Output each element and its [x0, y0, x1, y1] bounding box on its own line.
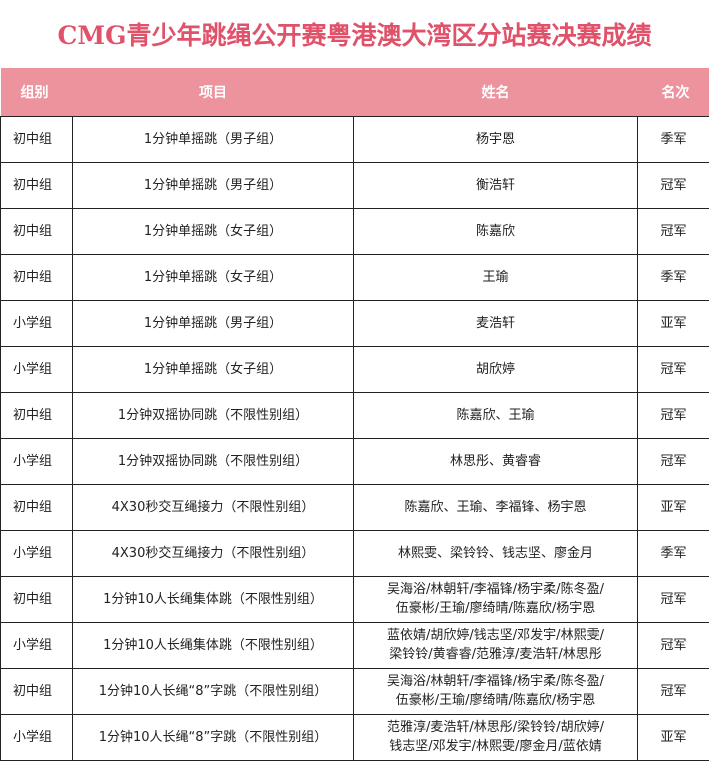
event-cell: 1分钟双摇协同跳（不限性别组） [73, 438, 354, 484]
rank-cell: 季军 [638, 116, 709, 162]
group-cell: 小学组 [1, 438, 73, 484]
event-cell: 1分钟10人长绳“8”字跳（不限性别组） [73, 714, 354, 760]
group-cell: 小学组 [1, 622, 73, 668]
group-cell: 小学组 [1, 714, 73, 760]
name-cell: 麦浩轩 [354, 300, 638, 346]
group-cell: 初中组 [1, 576, 73, 622]
header-group: 组别 [1, 68, 73, 116]
group-cell: 小学组 [1, 346, 73, 392]
name-cell: 王瑜 [354, 254, 638, 300]
event-cell: 1分钟10人长绳“8”字跳（不限性别组） [73, 668, 354, 714]
header-event: 项目 [73, 68, 354, 116]
event-cell: 1分钟单摇跳（男子组） [73, 300, 354, 346]
header-row: 组别 项目 姓名 名次 [1, 68, 709, 116]
page-title: CMG青少年跳绳公开赛粤港澳大湾区分站赛决赛成绩 [0, 0, 709, 68]
name-cell: 陈嘉欣、王瑜、李福锋、杨宇恩 [354, 484, 638, 530]
event-cell: 1分钟单摇跳（男子组） [73, 162, 354, 208]
rank-cell: 季军 [638, 530, 709, 576]
name-cell: 陈嘉欣 [354, 208, 638, 254]
group-cell: 初中组 [1, 116, 73, 162]
group-cell: 小学组 [1, 300, 73, 346]
rank-cell: 冠军 [638, 622, 709, 668]
rank-cell: 季军 [638, 254, 709, 300]
rank-cell: 冠军 [638, 162, 709, 208]
name-cell: 林思彤、黄睿睿 [354, 438, 638, 484]
name-cell: 林熙雯、梁铃铃、钱志坚、廖金月 [354, 530, 638, 576]
rank-cell: 冠军 [638, 346, 709, 392]
name-cell: 吴海浴/林朝轩/李福锋/杨宇柔/陈冬盈/ 伍豪彬/王瑜/廖绮晴/陈嘉欣/杨宇恩 [354, 668, 638, 714]
event-cell: 1分钟单摇跳（女子组） [73, 346, 354, 392]
rank-cell: 亚军 [638, 714, 709, 760]
rank-cell: 冠军 [638, 438, 709, 484]
group-cell: 初中组 [1, 668, 73, 714]
name-cell: 蓝依婧/胡欣婷/钱志坚/邓发宇/林熙雯/ 梁铃铃/黄睿睿/范雅淳/麦浩轩/林思彤 [354, 622, 638, 668]
name-cell: 范雅淳/麦浩轩/林思彤/梁铃铃/胡欣婷/ 钱志坚/邓发宇/林熙雯/廖金月/蓝依婧 [354, 714, 638, 760]
name-cell: 陈嘉欣、王瑜 [354, 392, 638, 438]
rank-cell: 亚军 [638, 300, 709, 346]
group-cell: 初中组 [1, 484, 73, 530]
header-name: 姓名 [354, 68, 638, 116]
event-cell: 4X30秒交互绳接力（不限性别组） [73, 484, 354, 530]
rank-cell: 亚军 [638, 484, 709, 530]
event-cell: 4X30秒交互绳接力（不限性别组） [73, 530, 354, 576]
name-cell: 杨宇恩 [354, 116, 638, 162]
group-cell: 初中组 [1, 392, 73, 438]
name-cell: 胡欣婷 [354, 346, 638, 392]
rank-cell: 冠军 [638, 668, 709, 714]
rank-cell: 冠军 [638, 392, 709, 438]
group-cell: 初中组 [1, 162, 73, 208]
header-rank: 名次 [638, 68, 709, 116]
rank-cell: 冠军 [638, 576, 709, 622]
group-cell: 初中组 [1, 254, 73, 300]
event-cell: 1分钟单摇跳（男子组） [73, 116, 354, 162]
name-cell: 吴海浴/林朝轩/李福锋/杨宇柔/陈冬盈/ 伍豪彬/王瑜/廖绮晴/陈嘉欣/杨宇恩 [354, 576, 638, 622]
group-cell: 初中组 [1, 208, 73, 254]
event-cell: 1分钟10人长绳集体跳（不限性别组） [73, 622, 354, 668]
event-cell: 1分钟单摇跳（女子组） [73, 254, 354, 300]
event-cell: 1分钟10人长绳集体跳（不限性别组） [73, 576, 354, 622]
rank-cell: 冠军 [638, 208, 709, 254]
event-cell: 1分钟单摇跳（女子组） [73, 208, 354, 254]
group-cell: 小学组 [1, 530, 73, 576]
event-cell: 1分钟双摇协同跳（不限性别组） [73, 392, 354, 438]
name-cell: 衡浩轩 [354, 162, 638, 208]
